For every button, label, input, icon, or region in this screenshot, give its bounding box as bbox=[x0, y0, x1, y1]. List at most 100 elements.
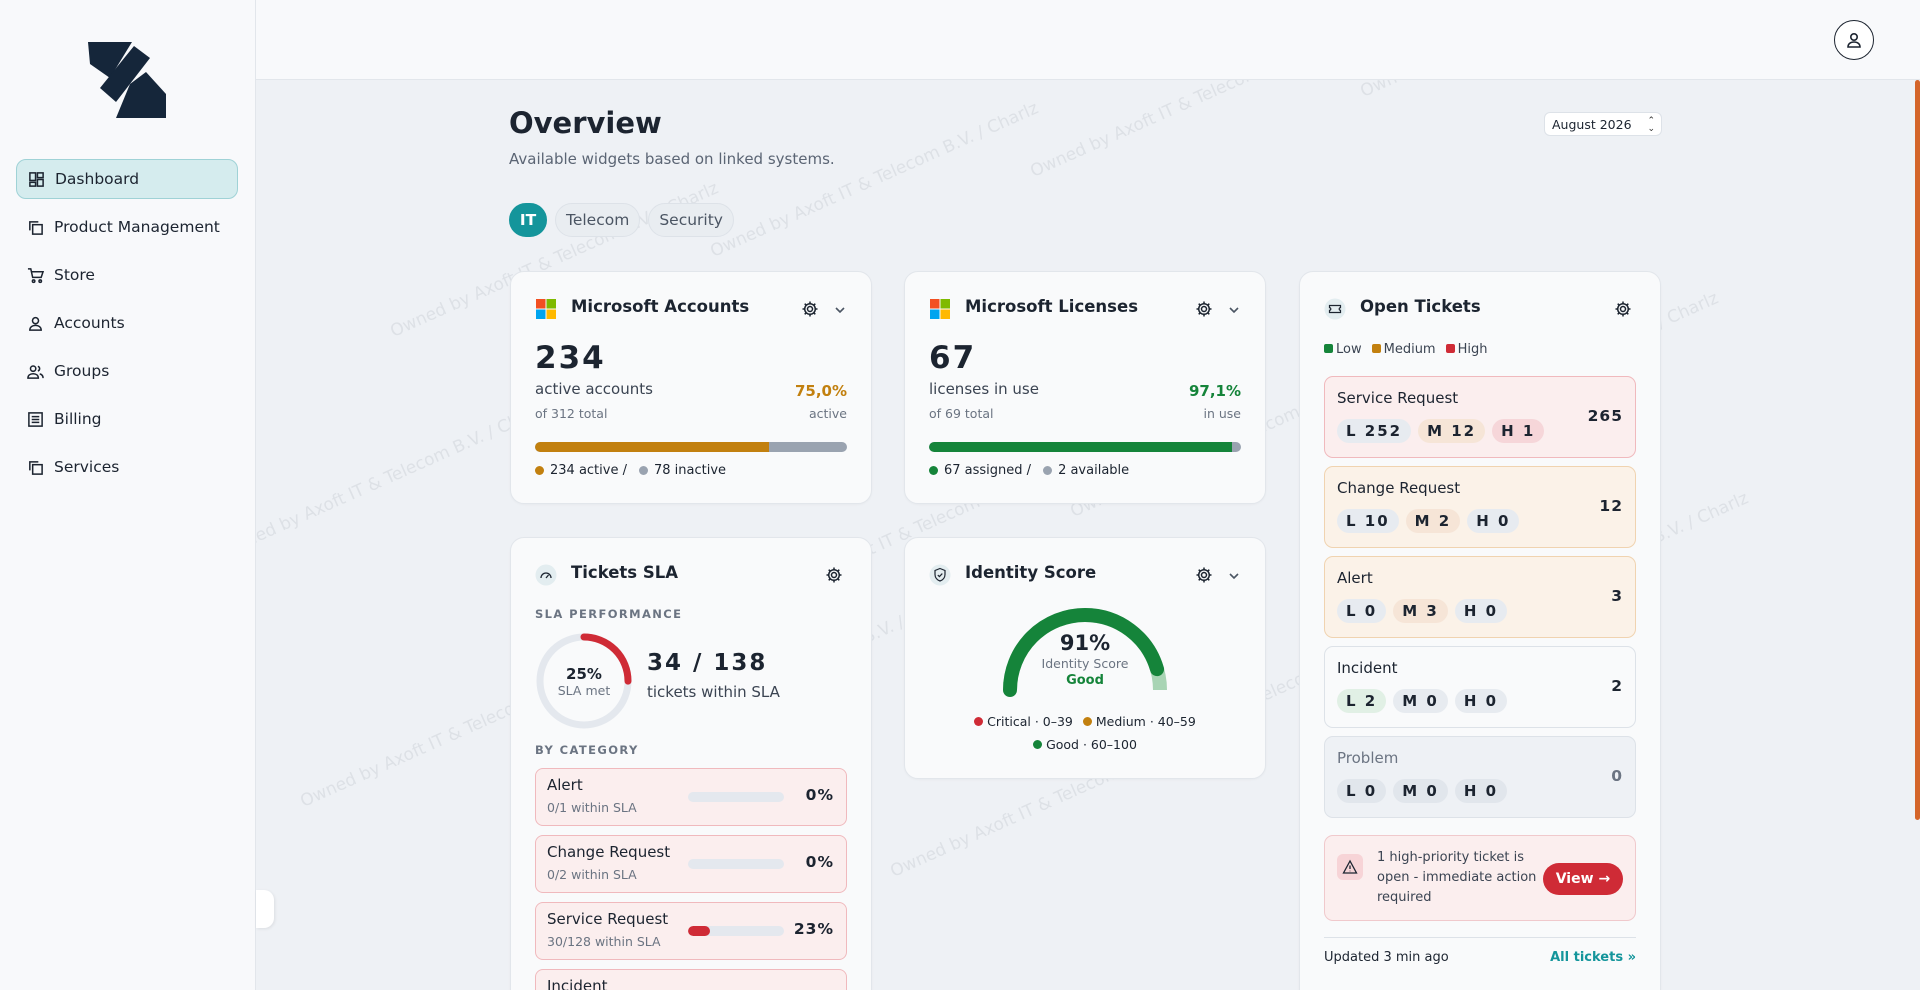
total-accounts-label: of 312 total bbox=[535, 406, 608, 421]
copy-icon bbox=[26, 218, 44, 236]
sidebar-item-dashboard[interactable]: Dashboard bbox=[16, 159, 238, 199]
by-category-heading: BY CATEGORY bbox=[535, 743, 639, 757]
ticket-type-row[interactable]: Problem L 0 M 0 H 0 0 bbox=[1324, 736, 1636, 818]
gear-icon[interactable] bbox=[1195, 566, 1213, 584]
card-title: Tickets SLA bbox=[571, 563, 679, 582]
sidebar-item-label: Dashboard bbox=[55, 170, 140, 188]
active-dot-icon bbox=[535, 466, 544, 475]
card-title: Identity Score bbox=[965, 563, 1097, 582]
scrollbar-thumb[interactable] bbox=[1915, 80, 1920, 820]
divider bbox=[1324, 937, 1636, 938]
arrow-right-icon: → bbox=[1598, 871, 1611, 887]
medium-chip: M 3 bbox=[1393, 599, 1448, 623]
ticket-type-count: 3 bbox=[1611, 587, 1623, 605]
card-title: Open Tickets bbox=[1360, 297, 1481, 316]
category-bar bbox=[688, 792, 784, 802]
user-menu-button[interactable] bbox=[1834, 20, 1874, 60]
high-chip: H 0 bbox=[1454, 689, 1508, 713]
low-chip: L 2 bbox=[1337, 689, 1387, 713]
category-percentage: 0% bbox=[805, 786, 834, 804]
watermark-text: Owned by Axoft IT & Telecom B.V. / Charl… bbox=[707, 98, 1042, 262]
accounts-progress-bar bbox=[535, 442, 847, 452]
identity-gauge-arc bbox=[1003, 608, 1167, 697]
legend-high: High bbox=[1457, 342, 1488, 357]
sidebar-item-groups[interactable]: Groups bbox=[16, 351, 238, 391]
legend-available: 2 available bbox=[1058, 463, 1130, 478]
ticket-type-row[interactable]: Service Request L 252 M 12 H 1 265 bbox=[1324, 376, 1636, 458]
active-percentage-label: active bbox=[809, 406, 847, 421]
month-select[interactable]: August 2026 ⌃ ⌄ bbox=[1544, 112, 1662, 136]
sla-ratio-label: tickets within SLA bbox=[647, 683, 780, 701]
sidebar-item-label: Accounts bbox=[54, 314, 125, 332]
warning-icon bbox=[1337, 854, 1363, 880]
legend-low: Low bbox=[1336, 342, 1362, 357]
chevron-down-icon[interactable] bbox=[1227, 303, 1241, 317]
licenses-in-use-count: 67 bbox=[929, 340, 977, 376]
identity-score-card: Identity Score 91% Identity Score Good C… bbox=[904, 537, 1266, 779]
sla-donut-chart bbox=[536, 633, 632, 729]
copy-icon bbox=[26, 458, 44, 476]
brand-logo bbox=[88, 42, 166, 118]
chevron-down-icon[interactable] bbox=[1227, 569, 1241, 583]
tab-telecom[interactable]: Telecom bbox=[555, 203, 641, 237]
speedometer-icon bbox=[535, 564, 557, 586]
page-subtitle: Available widgets based on linked system… bbox=[509, 150, 835, 168]
legend-assigned: 67 assigned / bbox=[944, 463, 1032, 478]
tab-security[interactable]: Security bbox=[648, 203, 734, 237]
user-icon bbox=[1847, 32, 1861, 48]
legend-medium: Medium bbox=[1383, 342, 1436, 357]
gear-icon[interactable] bbox=[1195, 300, 1213, 318]
sidebar: Dashboard Product Management Store Accou… bbox=[0, 0, 256, 990]
identity-gauge bbox=[1003, 608, 1167, 697]
select-caret-icon: ⌃ ⌄ bbox=[1647, 116, 1655, 134]
total-licenses-label: of 69 total bbox=[929, 406, 994, 421]
licenses-progress-bar bbox=[929, 442, 1241, 452]
accounts-progress-fill bbox=[535, 442, 769, 452]
identity-gauge-center: 91% Identity Score Good bbox=[905, 631, 1265, 688]
chevron-down-icon[interactable] bbox=[833, 303, 847, 317]
top-bar bbox=[256, 0, 1920, 80]
licenses-in-use-label: licenses in use bbox=[929, 380, 1039, 398]
assigned-dot-icon bbox=[929, 466, 938, 475]
gear-icon[interactable] bbox=[1614, 300, 1632, 318]
accounts-legend: 234 active / 78 inactive bbox=[535, 463, 726, 478]
inactive-dot-icon bbox=[638, 466, 648, 475]
legend-medium: Medium · 40–59 bbox=[1095, 714, 1196, 729]
category-percentage: 23% bbox=[793, 920, 834, 938]
updated-timestamp: Updated 3 min ago bbox=[1324, 950, 1449, 965]
sidebar-item-services[interactable]: Services bbox=[16, 447, 238, 487]
licenses-progress-fill bbox=[929, 442, 1232, 452]
sidebar-collapse-handle[interactable] bbox=[256, 890, 274, 928]
sidebar-item-product-management[interactable]: Product Management bbox=[16, 207, 238, 247]
all-tickets-label: All tickets bbox=[1550, 950, 1624, 965]
sidebar-item-store[interactable]: Store bbox=[16, 255, 238, 295]
sidebar-item-accounts[interactable]: Accounts bbox=[16, 303, 238, 343]
ticket-type-name: Change Request bbox=[1337, 479, 1461, 497]
sla-category-row[interactable]: Incident bbox=[535, 969, 847, 990]
ticket-type-row[interactable]: Incident L 2 M 0 H 0 2 bbox=[1324, 646, 1636, 728]
view-button[interactable]: View → bbox=[1543, 863, 1623, 895]
sla-met-label: SLA met bbox=[557, 682, 611, 698]
high-chip: H 1 bbox=[1492, 419, 1545, 443]
category-name: Service Request bbox=[547, 910, 669, 928]
low-chip: L 0 bbox=[1337, 779, 1387, 803]
identity-legend: Critical · 0–39 Medium · 40–59 bbox=[905, 714, 1265, 729]
medium-chip: M 0 bbox=[1393, 779, 1448, 803]
ticket-type-row[interactable]: Change Request L 10 M 2 H 0 12 bbox=[1324, 466, 1636, 548]
sla-category-row[interactable]: Service Request 30/128 within SLA 23% bbox=[535, 902, 847, 960]
gear-icon[interactable] bbox=[801, 300, 819, 318]
ticket-icon bbox=[1324, 298, 1346, 320]
category-bar bbox=[688, 926, 784, 936]
gear-icon[interactable] bbox=[825, 566, 843, 584]
list-icon bbox=[26, 410, 44, 428]
category-bar-fill bbox=[688, 926, 711, 936]
sla-category-row[interactable]: Alert 0/1 within SLA 0% bbox=[535, 768, 847, 826]
legend-inactive: 78 inactive bbox=[653, 463, 727, 478]
category-name: Incident bbox=[547, 977, 608, 990]
sla-category-row[interactable]: Change Request 0/2 within SLA 0% bbox=[535, 835, 847, 893]
sidebar-item-billing[interactable]: Billing bbox=[16, 399, 238, 439]
all-tickets-link[interactable]: All tickets » bbox=[1550, 950, 1636, 965]
ticket-type-name: Incident bbox=[1337, 659, 1398, 677]
tab-it[interactable]: IT bbox=[509, 203, 547, 237]
ticket-type-row[interactable]: Alert L 0 M 3 H 0 3 bbox=[1324, 556, 1636, 638]
